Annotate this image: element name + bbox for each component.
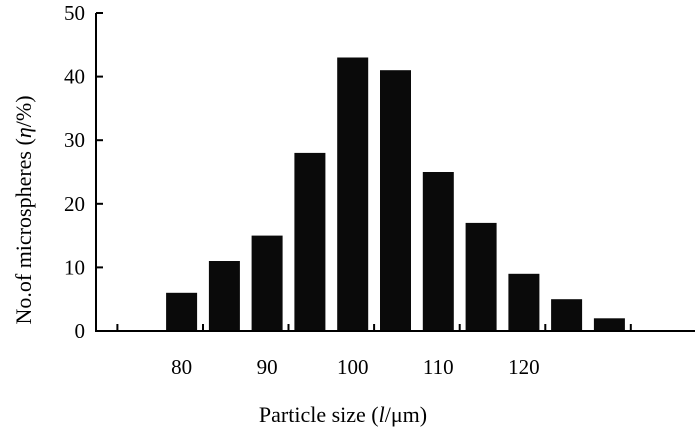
bar-90	[251, 235, 283, 331]
x-ticks-group: 80 90 100 110 120	[171, 355, 540, 379]
axes-group	[95, 13, 695, 332]
y-tick-label: 50	[64, 1, 85, 25]
bar-85	[208, 261, 240, 331]
y-tick-label: 10	[64, 255, 85, 279]
x-axis-label: Particle size (l/μm)	[259, 402, 427, 427]
bar-125	[551, 299, 583, 331]
y-tick-label: 30	[64, 128, 85, 152]
bar-130	[593, 318, 625, 331]
y-tick-label: 0	[75, 319, 86, 343]
x-tick-label: 90	[257, 355, 278, 379]
y-axis-label: No.of microspheres (η/%)	[11, 95, 36, 324]
x-tick-label: 120	[508, 355, 540, 379]
x-axis-label-prefix: Particle size (	[259, 402, 379, 427]
y-tick-label: 20	[64, 192, 85, 216]
bars-group	[166, 57, 625, 331]
x-tick-label: 110	[423, 355, 454, 379]
bar-80	[166, 292, 198, 331]
bar-105	[380, 70, 411, 331]
bar-115	[465, 222, 497, 331]
x-axis-label-suffix: /μm)	[385, 402, 427, 427]
y-tick-label: 40	[64, 65, 85, 89]
bar-95	[294, 152, 326, 331]
x-tick-label: 80	[171, 355, 192, 379]
bar-120	[508, 273, 540, 331]
y-axis-label-symbol: η	[11, 127, 36, 138]
x-axis-label-symbol: l	[379, 402, 385, 427]
bar-110	[422, 172, 454, 331]
y-ticks-group: 0 10 20 30 40 50	[64, 1, 103, 343]
y-axis-label-prefix: No.of microspheres (	[11, 138, 36, 324]
bar-100	[337, 57, 369, 331]
x-tick-label: 100	[337, 355, 369, 379]
y-axis-label-suffix: /%)	[11, 95, 36, 127]
